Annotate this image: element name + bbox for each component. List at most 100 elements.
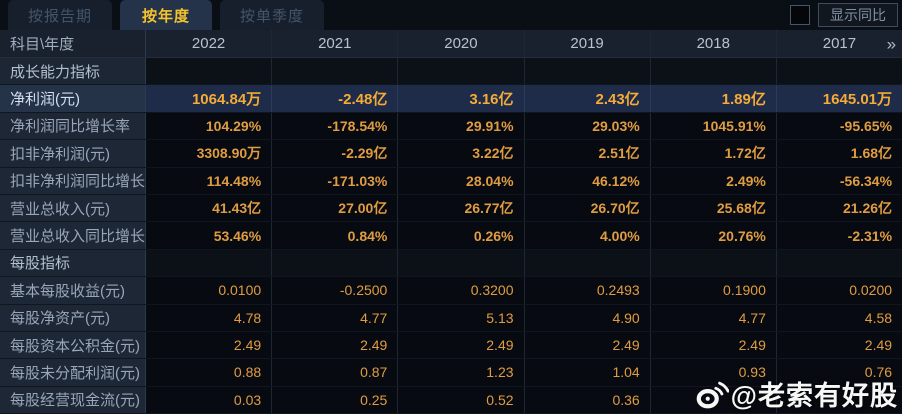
value-cell[interactable]: -2.29亿 — [272, 140, 399, 167]
value-cell[interactable]: 1645.01万 — [776, 85, 902, 112]
value-cell[interactable]: 3308.90万 — [146, 140, 273, 167]
value-cell[interactable]: 27.00亿 — [272, 194, 399, 222]
section-empty-cell — [398, 58, 525, 85]
value-cell[interactable]: 4.77 — [650, 304, 777, 331]
indicator-row[interactable]: 每股资本公积金(元) 2.49 2.49 2.49 2.49 2.49 2.49 — [0, 331, 902, 360]
year-column-header: 2020 — [398, 30, 525, 57]
value-cell[interactable]: 0.87 — [272, 359, 399, 386]
value-cell[interactable]: -2.31% — [776, 222, 902, 249]
value-cell[interactable]: 4.90 — [524, 304, 651, 331]
value-cell[interactable]: 2.49 — [650, 331, 777, 359]
value-cell[interactable]: -171.03% — [272, 167, 399, 194]
value-cell[interactable]: 1.89亿 — [650, 85, 777, 112]
section-empty-cell — [272, 58, 399, 85]
value-cell[interactable]: 2.49 — [398, 331, 525, 359]
indicator-row[interactable]: 扣非净利润同比增长率 114.48% -171.03% 28.04% 46.12% 2.4… — [0, 167, 902, 195]
value-cell[interactable]: 4.00% — [524, 222, 651, 249]
section-empty-cell — [650, 249, 777, 277]
value-cell[interactable]: 1.04 — [524, 359, 651, 386]
indicator-row[interactable]: 基本每股收益(元) 0.0100 -0.2500 0.3200 0.2493 0.1900… — [0, 277, 902, 305]
value-cell[interactable]: 2.49 — [776, 331, 902, 359]
section-header-row: 成长能力指标 — [0, 58, 902, 86]
value-cell[interactable]: 53.46% — [146, 222, 273, 249]
value-cell[interactable]: 29.91% — [398, 112, 525, 140]
value-cell[interactable]: 0.36 — [524, 386, 651, 414]
value-cell[interactable]: 2.51亿 — [524, 140, 651, 167]
value-cell[interactable]: 0.2493 — [524, 277, 651, 304]
indicator-row[interactable]: 营业总收入同比增长率 53.46% 0.84% 0.26% 4.00% 20.76% -2.… — [0, 222, 902, 250]
value-cell[interactable]: 0.1900 — [650, 277, 777, 304]
value-cell[interactable]: 1.72亿 — [650, 140, 777, 167]
value-cell[interactable]: 0.0200 — [776, 277, 902, 304]
value-cell[interactable]: 0.26% — [398, 222, 525, 249]
value-cell[interactable]: 21.26亿 — [776, 194, 902, 222]
indicator-row[interactable]: 营业总收入(元) 41.43亿 27.00亿 26.77亿 26.70亿 25.68亿 21… — [0, 194, 902, 223]
value-cell[interactable]: -95.65% — [776, 112, 902, 140]
value-cell[interactable]: 26.77亿 — [398, 194, 525, 222]
value-cell[interactable]: 0.3200 — [398, 277, 525, 304]
value-cell[interactable]: 0.52 — [398, 386, 525, 414]
value-cell[interactable]: 2.49 — [524, 331, 651, 359]
value-cell[interactable]: -2.48亿 — [272, 85, 399, 112]
value-cell[interactable]: 0.25 — [272, 386, 399, 414]
value-cell[interactable]: 2.43亿 — [524, 85, 651, 112]
value-cell[interactable]: 28.04% — [398, 167, 525, 194]
show-yoy-checkbox[interactable] — [790, 5, 810, 25]
value-cell[interactable]: 5.13 — [398, 304, 525, 331]
value-cell[interactable]: 4.58 — [776, 304, 902, 331]
value-cell[interactable]: 0.84% — [272, 222, 399, 249]
value-cell[interactable]: -56.34% — [776, 167, 902, 194]
value-cell[interactable] — [650, 386, 777, 414]
value-cell[interactable]: 20.76% — [650, 222, 777, 249]
row-label: 每股未分配利润(元) — [0, 359, 146, 386]
indicator-row[interactable]: 净利润(元) 1064.84万 -2.48亿 3.16亿 2.43亿 1.89亿 1645.… — [0, 85, 902, 113]
yoy-controls: 显示同比 — [790, 0, 902, 30]
row-label: 净利润同比增长率 — [0, 112, 146, 140]
section-header-row: 每股指标 — [0, 249, 902, 278]
value-cell[interactable]: 0.93 — [650, 359, 777, 386]
value-cell[interactable]: -0.2500 — [272, 277, 399, 304]
tab-by-single-quarter[interactable]: 按单季度 — [220, 0, 325, 30]
value-cell[interactable]: 46.12% — [524, 167, 651, 194]
more-years-chevron-icon[interactable]: » — [886, 34, 897, 53]
indicator-row[interactable]: 扣非净利润(元) 3308.90万 -2.29亿 3.22亿 2.51亿 1.72亿 1.6… — [0, 140, 902, 168]
indicator-row[interactable]: 净利润同比增长率 104.29% -178.54% 29.91% 29.03% 1045.… — [0, 112, 902, 141]
section-empty-cell — [398, 249, 525, 277]
section-empty-cell — [524, 58, 651, 85]
year-column-header: 2021 — [272, 30, 399, 57]
tab-by-year[interactable]: 按年度 — [120, 0, 213, 30]
row-label: 营业总收入同比增长率 — [0, 222, 146, 249]
value-cell[interactable]: 41.43亿 — [146, 194, 273, 222]
value-cell[interactable]: 0.0100 — [146, 277, 273, 304]
value-cell[interactable]: 104.29% — [146, 112, 273, 140]
indicator-row[interactable]: 每股未分配利润(元) 0.88 0.87 1.23 1.04 0.93 0.76 — [0, 359, 902, 387]
value-cell[interactable]: 1.23 — [398, 359, 525, 386]
indicator-row[interactable]: 每股净资产(元) 4.78 4.77 5.13 4.90 4.77 4.58 — [0, 304, 902, 332]
year-label: 2017 — [822, 35, 857, 52]
value-cell[interactable]: 2.49% — [650, 167, 777, 194]
value-cell[interactable]: 0.76 — [776, 359, 902, 386]
value-cell[interactable]: 3.22亿 — [398, 140, 525, 167]
show-yoy-toggle-label[interactable]: 显示同比 — [818, 3, 898, 27]
value-cell[interactable]: 0.03 — [146, 386, 273, 414]
value-cell[interactable]: 29.03% — [524, 112, 651, 140]
value-cell[interactable]: 26.70亿 — [524, 194, 651, 222]
value-cell[interactable]: 2.49 — [272, 331, 399, 359]
tab-by-report-period[interactable]: 按报告期 — [8, 0, 113, 30]
value-cell[interactable]: 0.88 — [146, 359, 273, 386]
value-cell[interactable]: 2.49 — [146, 331, 273, 359]
section-empty-cell — [776, 249, 902, 277]
value-cell[interactable]: 3.16亿 — [398, 85, 525, 112]
value-cell[interactable]: -178.54% — [272, 112, 399, 140]
value-cell[interactable]: 1064.84万 — [146, 85, 273, 112]
value-cell[interactable]: 4.77 — [272, 304, 399, 331]
value-cell[interactable] — [776, 386, 902, 414]
value-cell[interactable]: 25.68亿 — [650, 194, 777, 222]
value-cell[interactable]: 1.68亿 — [776, 140, 902, 167]
value-cell[interactable]: 4.78 — [146, 304, 273, 331]
section-empty-cell — [776, 58, 902, 85]
value-cell[interactable]: 114.48% — [146, 167, 273, 194]
row-label: 净利润(元) — [0, 85, 146, 112]
value-cell[interactable]: 1045.91% — [650, 112, 777, 140]
indicator-row[interactable]: 每股经营现金流(元) 0.03 0.25 0.52 0.36 — [0, 386, 902, 414]
